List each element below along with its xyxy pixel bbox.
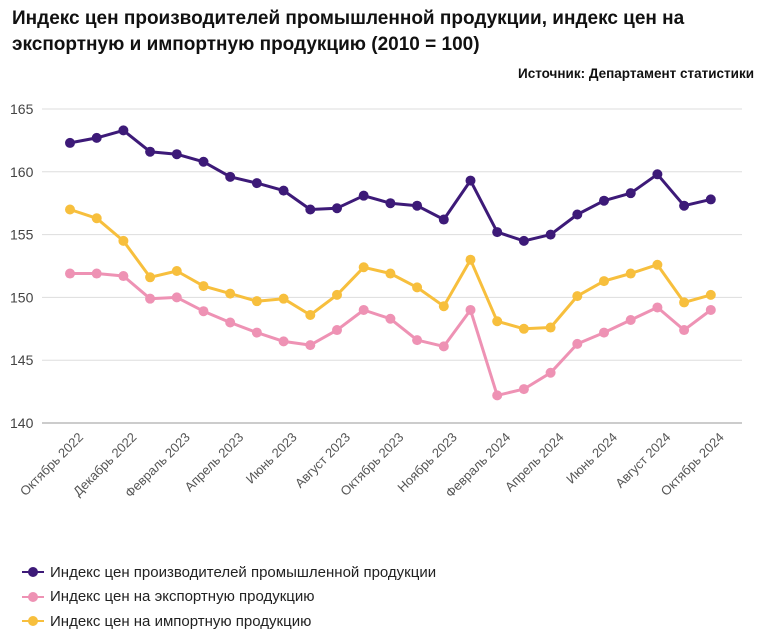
data-point-import-22[interactable] xyxy=(652,259,663,270)
series-line-export xyxy=(68,272,713,397)
data-point-export-8[interactable] xyxy=(278,336,289,347)
data-point-import-3[interactable] xyxy=(145,272,156,283)
data-point-producer-24[interactable] xyxy=(705,194,716,205)
data-point-producer-7[interactable] xyxy=(251,178,262,189)
data-point-producer-17[interactable] xyxy=(518,235,529,246)
data-point-producer-1[interactable] xyxy=(91,132,102,143)
data-point-export-21[interactable] xyxy=(625,315,636,326)
data-point-export-5[interactable] xyxy=(198,306,209,317)
data-point-import-21[interactable] xyxy=(625,268,636,279)
data-point-import-23[interactable] xyxy=(679,297,690,308)
y-tick-label-160: 160 xyxy=(10,164,34,180)
data-point-import-14[interactable] xyxy=(438,301,449,312)
data-point-producer-12[interactable] xyxy=(385,198,396,209)
data-point-import-2[interactable] xyxy=(118,235,129,246)
data-point-export-14[interactable] xyxy=(438,341,449,352)
data-point-export-10[interactable] xyxy=(332,325,342,336)
data-point-producer-14[interactable] xyxy=(438,214,449,225)
data-point-import-18[interactable] xyxy=(545,322,556,333)
data-point-export-7[interactable] xyxy=(251,327,262,338)
data-point-producer-19[interactable] xyxy=(572,209,583,220)
x-tick-label-10: Июнь 2024 xyxy=(563,430,620,487)
data-point-producer-18[interactable] xyxy=(545,229,556,240)
data-point-producer-15[interactable] xyxy=(465,175,476,186)
y-tick-label-155: 155 xyxy=(10,227,34,243)
data-point-producer-0[interactable] xyxy=(65,137,75,148)
y-tick-label-140: 140 xyxy=(10,415,34,431)
data-point-export-23[interactable] xyxy=(679,325,690,336)
data-point-producer-2[interactable] xyxy=(118,125,129,136)
y-tick-label-145: 145 xyxy=(10,352,34,368)
data-point-export-22[interactable] xyxy=(652,302,663,313)
legend-marker-export xyxy=(22,591,44,603)
data-point-producer-22[interactable] xyxy=(652,169,663,180)
data-point-producer-5[interactable] xyxy=(198,156,209,167)
data-point-export-9[interactable] xyxy=(305,340,316,351)
data-point-producer-23[interactable] xyxy=(679,200,690,211)
data-point-export-6[interactable] xyxy=(225,317,236,328)
data-point-import-7[interactable] xyxy=(251,296,262,307)
data-point-import-6[interactable] xyxy=(225,288,236,299)
y-tick-label-165: 165 xyxy=(10,101,34,117)
data-point-export-13[interactable] xyxy=(412,335,423,346)
legend-marker-import xyxy=(22,615,44,627)
data-point-export-18[interactable] xyxy=(545,367,556,378)
data-point-producer-11[interactable] xyxy=(358,190,369,201)
data-point-import-19[interactable] xyxy=(572,291,583,302)
data-point-export-24[interactable] xyxy=(705,304,716,315)
data-point-producer-4[interactable] xyxy=(171,149,182,160)
data-point-producer-20[interactable] xyxy=(599,195,609,206)
data-point-import-20[interactable] xyxy=(599,276,609,287)
data-point-export-4[interactable] xyxy=(171,292,182,303)
data-point-import-15[interactable] xyxy=(465,254,476,265)
chart-legend: Индекс цен производителей промышленной п… xyxy=(22,560,436,634)
data-point-producer-6[interactable] xyxy=(225,171,236,182)
data-point-import-13[interactable] xyxy=(412,282,423,293)
data-point-producer-9[interactable] xyxy=(305,204,316,215)
legend-marker-producer xyxy=(22,566,44,578)
data-point-import-11[interactable] xyxy=(358,262,369,273)
data-point-import-16[interactable] xyxy=(492,316,503,327)
x-tick-label-4: Июнь 2023 xyxy=(243,430,300,487)
data-point-export-15[interactable] xyxy=(465,304,476,315)
data-point-export-3[interactable] xyxy=(145,293,156,304)
data-point-producer-16[interactable] xyxy=(492,227,503,238)
data-point-export-16[interactable] xyxy=(492,390,503,401)
data-point-export-19[interactable] xyxy=(572,338,583,349)
data-point-import-5[interactable] xyxy=(198,281,209,292)
data-point-import-4[interactable] xyxy=(171,266,182,277)
data-point-producer-8[interactable] xyxy=(278,185,289,196)
data-point-import-0[interactable] xyxy=(65,204,75,215)
data-point-export-2[interactable] xyxy=(118,271,129,282)
legend-item-import[interactable]: Индекс цен на импортную продукцию xyxy=(22,609,436,634)
data-point-import-10[interactable] xyxy=(332,289,342,300)
data-point-import-8[interactable] xyxy=(278,293,289,304)
legend-item-export[interactable]: Индекс цен на экспортную продукцию xyxy=(22,585,436,610)
data-point-producer-3[interactable] xyxy=(145,146,156,157)
data-point-import-24[interactable] xyxy=(705,289,716,300)
data-point-producer-21[interactable] xyxy=(625,188,636,199)
data-point-export-1[interactable] xyxy=(91,268,102,279)
data-point-import-1[interactable] xyxy=(91,213,102,224)
data-point-export-17[interactable] xyxy=(518,384,529,395)
legend-label-import: Индекс цен на импортную продукцию xyxy=(50,612,312,630)
y-tick-label-150: 150 xyxy=(10,289,34,305)
legend-label-producer: Индекс цен производителей промышленной п… xyxy=(50,563,437,581)
data-point-export-20[interactable] xyxy=(599,327,609,338)
data-point-import-12[interactable] xyxy=(385,268,396,279)
chart-title: Индекс цен производителей промышленной п… xyxy=(12,8,685,55)
data-point-import-17[interactable] xyxy=(518,323,529,334)
data-point-export-11[interactable] xyxy=(358,304,369,315)
data-point-producer-10[interactable] xyxy=(332,203,342,214)
data-point-import-9[interactable] xyxy=(305,309,316,320)
chart-source: Источник: Департамент статистики xyxy=(517,66,754,81)
legend-item-producer[interactable]: Индекс цен производителей промышленной п… xyxy=(22,560,436,585)
data-point-export-12[interactable] xyxy=(385,313,396,324)
data-point-producer-13[interactable] xyxy=(412,200,423,211)
legend-label-export: Индекс цен на экспортную продукцию xyxy=(50,588,315,606)
data-point-export-0[interactable] xyxy=(65,268,75,279)
series-line-producer xyxy=(68,128,713,243)
